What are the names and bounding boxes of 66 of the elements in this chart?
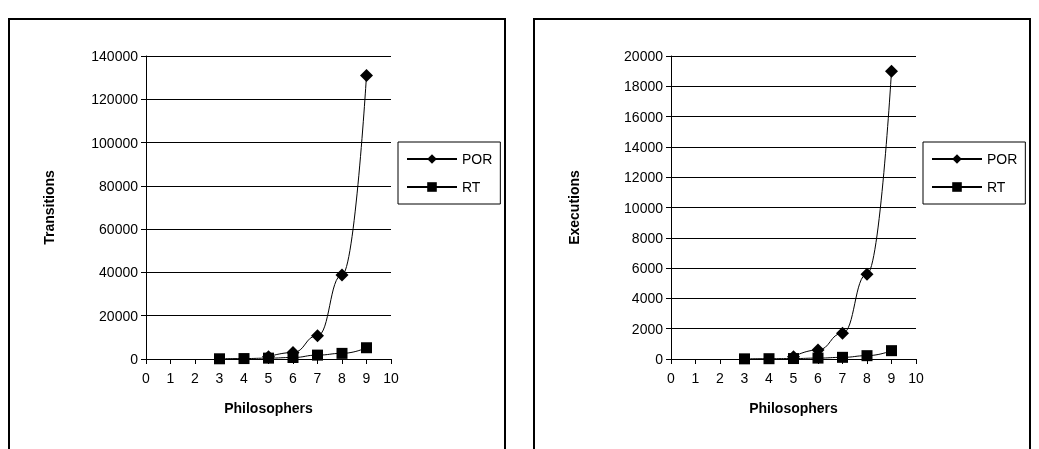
x-tick-label: 4 [765, 370, 774, 386]
y-tick-label: 20000 [99, 307, 139, 324]
x-tick-label: 0 [667, 370, 676, 386]
x-tick-label: 7 [838, 370, 847, 386]
y-tick-label: 2000 [631, 320, 664, 337]
x-tick-label: 6 [814, 370, 823, 386]
point [812, 352, 824, 364]
y-axis-title: Executions [566, 169, 582, 245]
x-tick-label: 1 [691, 370, 700, 386]
point [336, 347, 348, 359]
y-tick-label: 16000 [624, 108, 664, 125]
point [763, 353, 775, 365]
y-tick-label: 80000 [99, 177, 139, 194]
point [361, 342, 372, 354]
y-tick-label: 100000 [91, 134, 139, 151]
y-tick-label: 0 [655, 351, 664, 367]
x-tick-label: 1 [166, 370, 175, 386]
point [885, 64, 898, 78]
x-tick-label: 2 [191, 370, 200, 386]
x-tick-label: 8 [338, 370, 347, 386]
legend-label: POR [462, 151, 493, 167]
y-axis-title: Transitions [41, 169, 57, 245]
y-tick-label: 6000 [631, 260, 664, 277]
x-tick-label: 9 [887, 370, 896, 386]
y-tick-label: 4000 [631, 290, 664, 307]
y-tick-label: 14000 [624, 138, 664, 155]
y-tick-label: 120000 [91, 91, 139, 108]
x-tick-label: 10 [908, 370, 924, 386]
x-tick-label: 3 [740, 370, 749, 386]
x-tick-label: 0 [142, 370, 151, 386]
x-tick-label: 8 [863, 370, 872, 386]
y-tick-label: 0 [130, 351, 139, 367]
y-tick-label: 8000 [631, 229, 664, 246]
point [214, 353, 225, 365]
point [860, 267, 874, 281]
x-tick-label: 2 [716, 370, 725, 386]
y-tick-label: 12000 [624, 169, 664, 186]
y-tick-label: 60000 [99, 221, 139, 238]
x-tick-label: 5 [789, 370, 798, 386]
point [739, 353, 750, 365]
x-tick-label: 10 [383, 370, 399, 386]
point [238, 353, 250, 365]
x-tick-label: 7 [313, 370, 322, 386]
point [886, 345, 897, 357]
x-tick-label: 9 [362, 370, 371, 386]
x-tick-label: 3 [215, 370, 224, 386]
x-tick-label: 5 [264, 370, 273, 386]
y-tick-label: 20000 [624, 48, 664, 64]
y-tick-label: 40000 [99, 264, 139, 281]
point [837, 351, 848, 363]
legend-label: RT [462, 179, 481, 195]
x-tick-label: 4 [240, 370, 249, 386]
y-tick-label: 18000 [624, 78, 664, 95]
x-tick-label: 6 [289, 370, 298, 386]
point [836, 326, 849, 340]
x-axis-title: Philosophers [224, 400, 314, 416]
point [311, 329, 324, 343]
legend-label: POR [987, 151, 1018, 167]
point [335, 268, 349, 282]
y-tick-label: 10000 [624, 199, 664, 216]
point [312, 349, 323, 361]
x-axis-title: Philosophers [749, 400, 839, 416]
point [861, 350, 873, 362]
legend-label: RT [987, 179, 1006, 195]
point [360, 68, 373, 82]
y-tick-label: 140000 [91, 48, 139, 64]
